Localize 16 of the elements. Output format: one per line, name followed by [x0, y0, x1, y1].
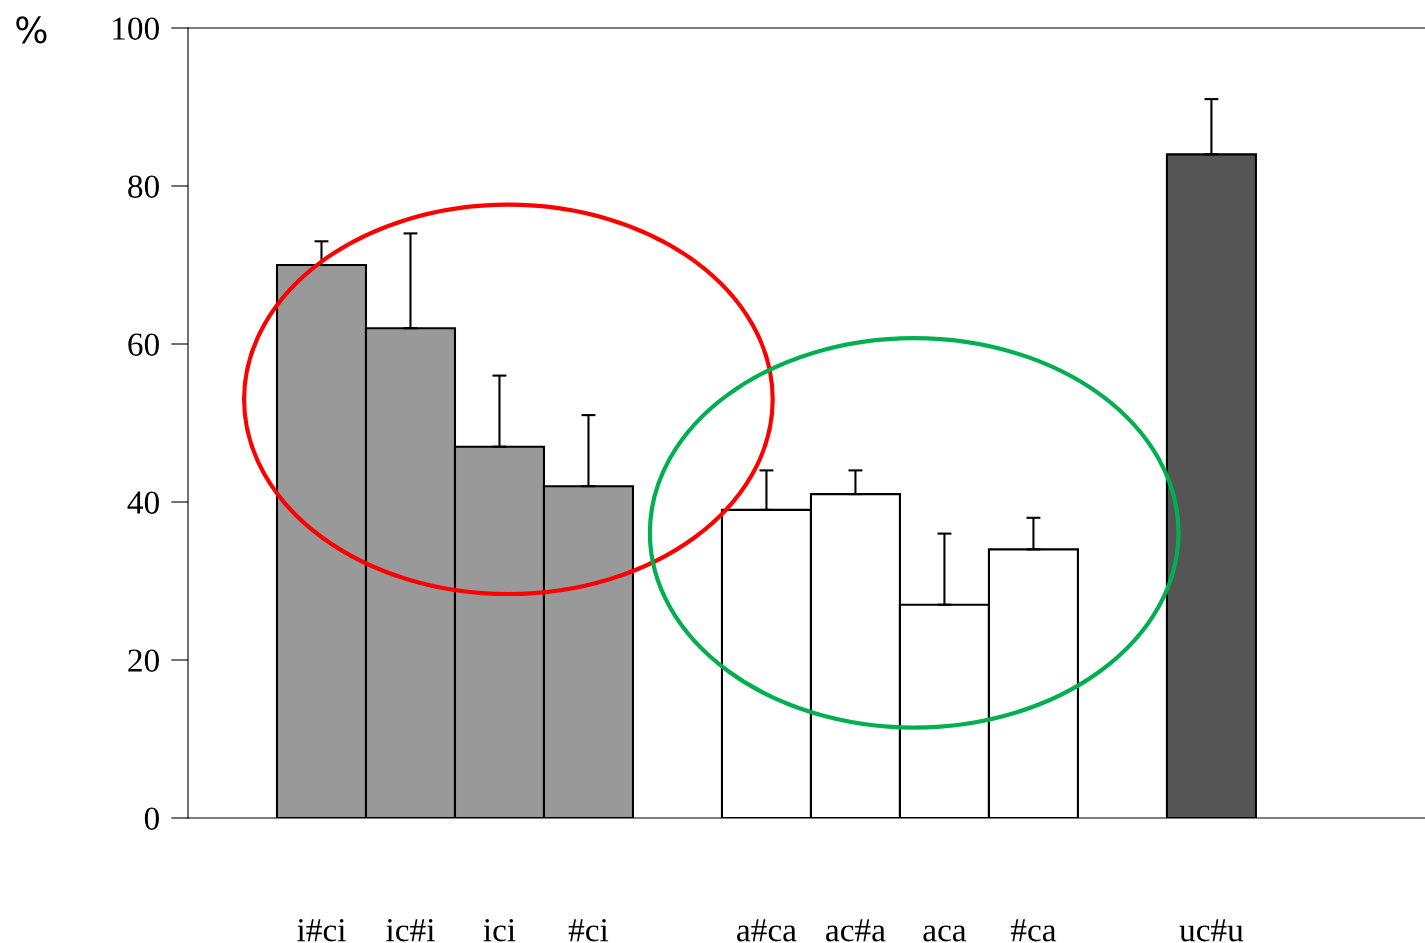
y-tick-label: 40: [127, 491, 159, 514]
x-tick-label: aca: [923, 925, 967, 942]
y-tick-label: 60: [128, 333, 159, 356]
x-tick-label: i#ci: [297, 919, 346, 942]
y-tick-label: 20: [128, 649, 159, 672]
y-tick-label: 80: [128, 175, 159, 198]
x-tick-label: a#ca: [737, 919, 797, 942]
y-tick-label: 0: [144, 807, 159, 830]
x-tick-label: #ca: [1010, 919, 1057, 942]
x-tick-label: ic#i: [386, 919, 435, 942]
y-axis-title: %: [16, 16, 47, 44]
x-tick-label: #ci: [568, 919, 609, 942]
x-tick-label: ici: [483, 919, 516, 942]
x-tick-label: ac#a: [826, 919, 886, 942]
x-tick-label: uc#u: [1179, 919, 1244, 942]
y-tick-label: 100: [113, 17, 159, 40]
